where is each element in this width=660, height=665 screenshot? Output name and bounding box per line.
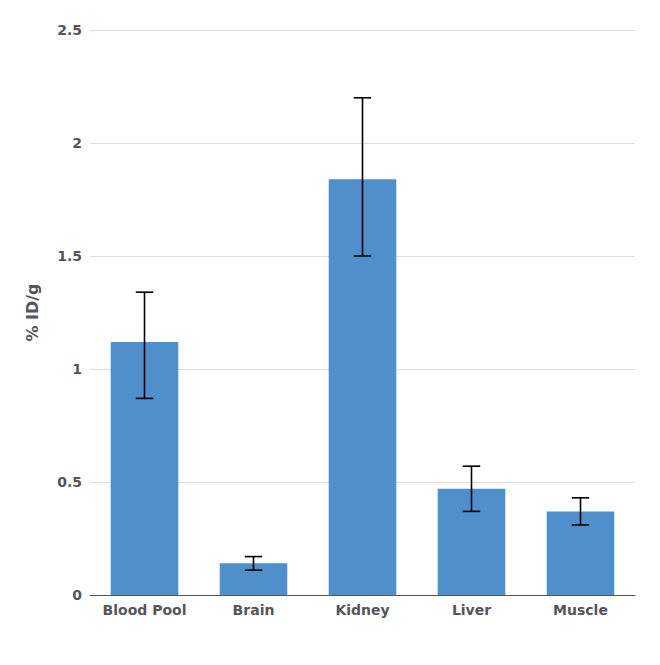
svg-text:Muscle: Muscle	[553, 602, 608, 618]
svg-text:0: 0	[72, 587, 82, 603]
svg-text:0.5: 0.5	[57, 474, 82, 490]
svg-text:Brain: Brain	[233, 602, 275, 618]
svg-text:Blood Pool: Blood Pool	[103, 602, 187, 618]
svg-text:1.5: 1.5	[57, 248, 82, 264]
svg-text:Liver: Liver	[452, 602, 491, 618]
svg-text:2: 2	[72, 135, 82, 151]
svg-text:% ID/g: % ID/g	[23, 283, 42, 341]
svg-text:2.5: 2.5	[57, 22, 82, 38]
svg-text:Kidney: Kidney	[335, 602, 389, 618]
svg-text:1: 1	[72, 361, 82, 377]
